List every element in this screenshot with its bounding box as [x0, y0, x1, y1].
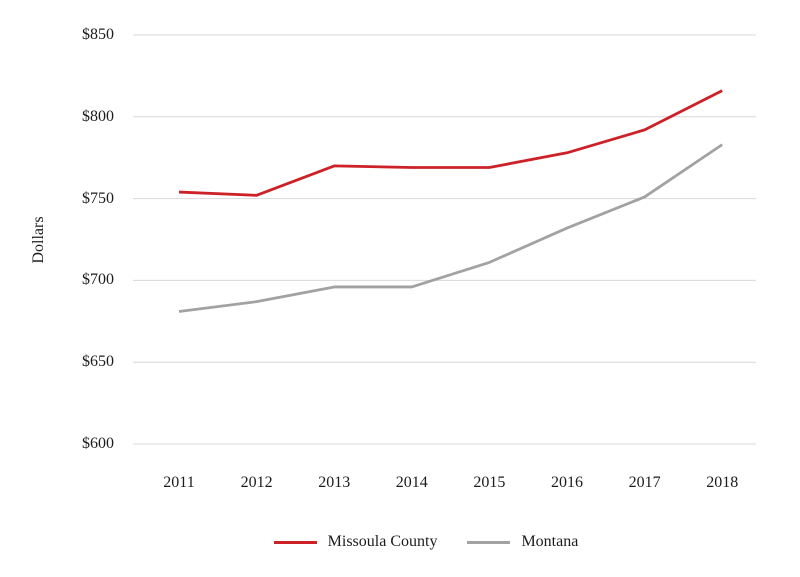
legend-label-montana: Montana	[521, 533, 579, 550]
y-tick-label: $800	[82, 107, 114, 125]
legend: Missoula County Montana	[26, 533, 800, 551]
x-tick-label: 2016	[551, 474, 583, 491]
legend-item-missoula-county: Missoula County	[273, 533, 438, 551]
y-tick-label: $650	[82, 353, 114, 371]
y-tick-label: $850	[82, 26, 114, 43]
y-tick-label: $600	[82, 435, 114, 452]
y-tick-label: $750	[82, 189, 114, 207]
x-tick-label: 2013	[318, 474, 351, 491]
legend-line-swatch-missoula-county	[273, 540, 317, 544]
legend-item-montana: Montana	[467, 533, 578, 551]
series-line-missoula-county	[178, 89, 723, 197]
y-tick-label: $700	[82, 271, 114, 289]
y-axis-tick-labels: $850 $800 $750 $700 $650 $600	[0, 0, 114, 577]
legend-line-swatch-montana	[467, 540, 511, 544]
x-tick-label: 2014	[395, 474, 428, 491]
x-axis-tick-labels: 2011 2012 2013 2014 2015 2016 2017 2018	[0, 474, 800, 494]
x-tick-label: 2018	[706, 474, 739, 491]
x-tick-label: 2017	[628, 474, 661, 491]
x-tick-label: 2012	[240, 474, 273, 491]
x-tick-label: 2015	[473, 474, 506, 491]
series-line-montana	[178, 143, 723, 313]
x-tick-label: 2011	[163, 474, 195, 491]
legend-label-missoula-county: Missoula County	[327, 533, 438, 550]
